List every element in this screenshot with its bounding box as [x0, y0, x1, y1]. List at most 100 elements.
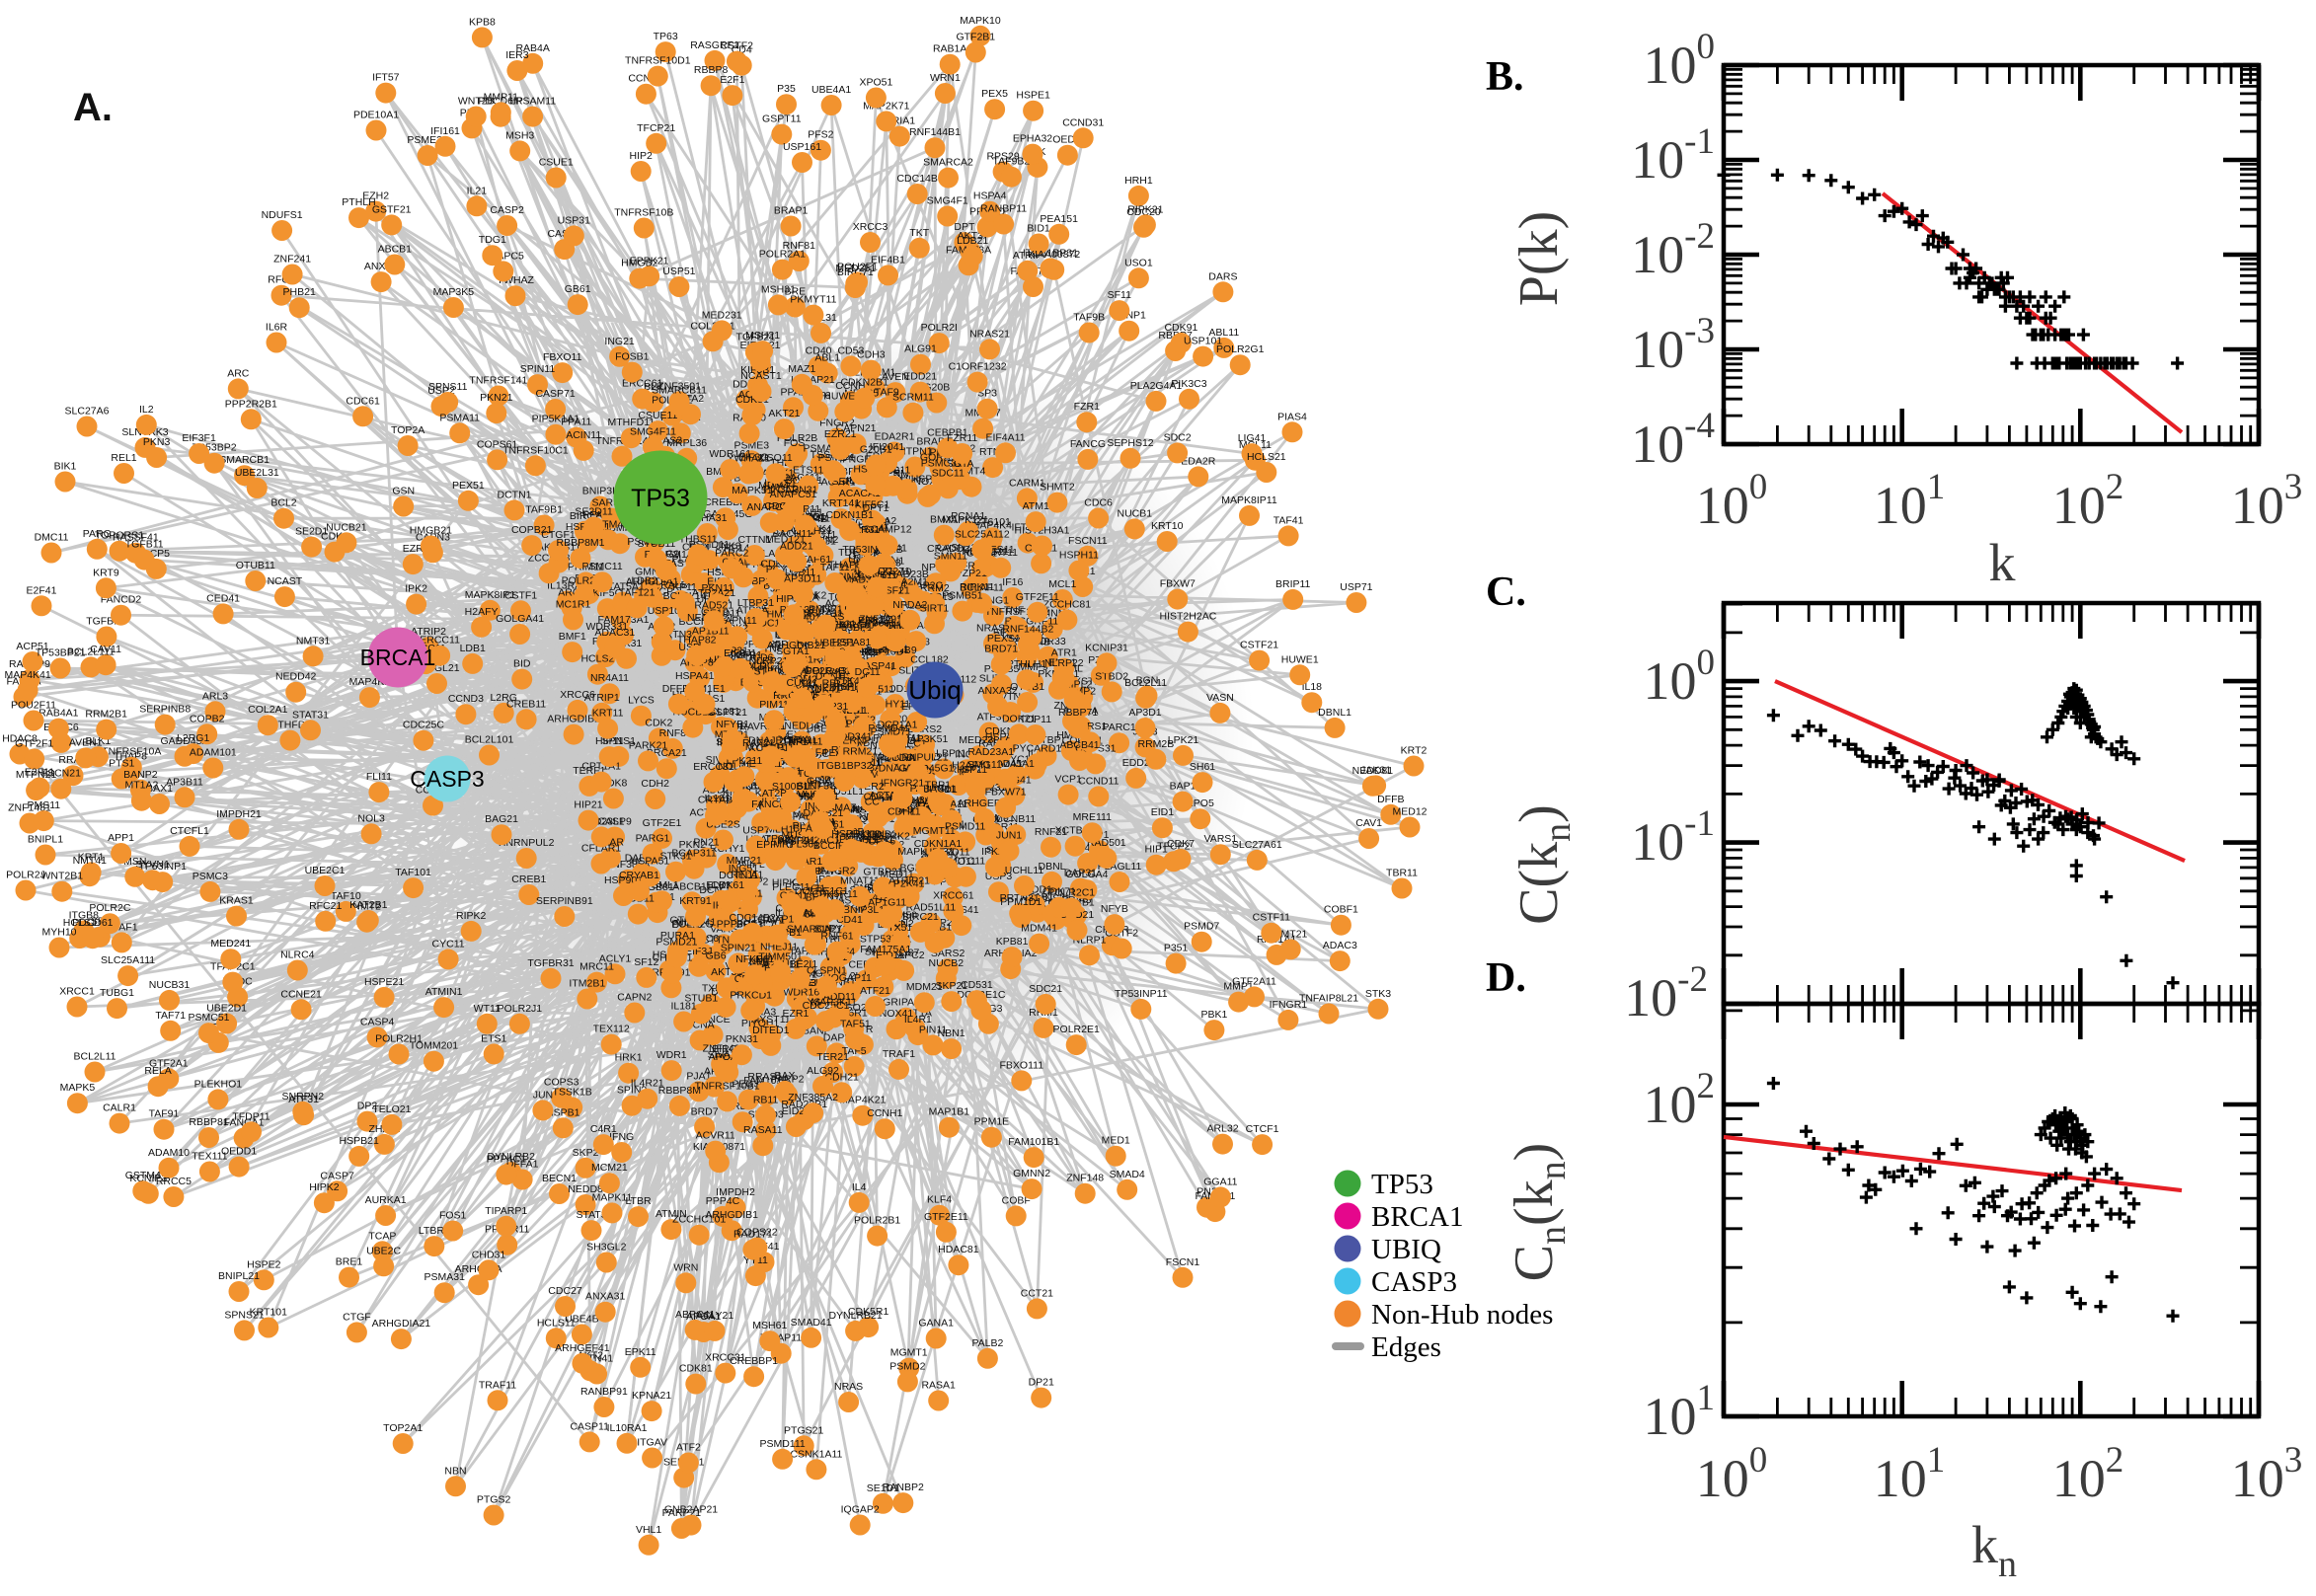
svg-text:WDR16: WDR16: [783, 986, 819, 998]
svg-text:TUBG1: TUBG1: [100, 987, 134, 999]
svg-text:IL4: IL4: [852, 1181, 867, 1193]
svg-text:LTBR: LTBR: [625, 1195, 651, 1207]
svg-text:HSPA1L: HSPA1L: [779, 734, 818, 746]
svg-text:RBBP8M1: RBBP8M1: [556, 537, 604, 549]
svg-text:GMNN2: GMNN2: [1013, 1168, 1050, 1179]
svg-text:IL2: IL2: [139, 404, 154, 416]
svg-text:IL4R21: IL4R21: [631, 1078, 664, 1090]
svg-text:POLR2I: POLR2I: [921, 322, 958, 334]
svg-text:TNFRSF10B1: TNFRSF10B1: [695, 1080, 760, 1092]
svg-text:AP3D1: AP3D1: [1128, 707, 1161, 719]
svg-text:BRE1: BRE1: [336, 1256, 363, 1268]
svg-text:GOLGA4: GOLGA4: [1065, 869, 1108, 880]
svg-text:L2RG: L2RG: [490, 692, 516, 704]
svg-text:SIRT1: SIRT1: [920, 602, 950, 614]
svg-text:PARK21: PARK21: [629, 739, 668, 751]
svg-text:CHD31: CHD31: [472, 1249, 506, 1260]
svg-text:IFNG: IFNG: [609, 1131, 634, 1143]
svg-text:HDAC81: HDAC81: [938, 1244, 979, 1255]
svg-text:ARC: ARC: [227, 367, 250, 379]
svg-text:TP63: TP63: [654, 31, 678, 42]
svg-text:ATRIP21: ATRIP21: [888, 875, 930, 887]
svg-text:RRM2B: RRM2B: [1138, 738, 1175, 750]
svg-text:TSSK1B: TSSK1B: [553, 1087, 592, 1099]
svg-text:FOS: FOS: [784, 437, 806, 449]
svg-text:NDUFS1: NDUFS1: [262, 209, 303, 221]
svg-text:WRN: WRN: [673, 1261, 698, 1273]
svg-text:ACVR11: ACVR11: [696, 1130, 735, 1142]
svg-text:LDB2: LDB2: [631, 574, 656, 586]
svg-text:EID1: EID1: [1151, 806, 1175, 818]
svg-text:IFNGR1: IFNGR1: [1270, 999, 1308, 1011]
svg-text:PKN2: PKN2: [679, 839, 707, 851]
svg-text:ATMIN: ATMIN: [656, 1208, 687, 1220]
svg-text:E2F11: E2F11: [25, 767, 54, 779]
svg-text:LYCS: LYCS: [628, 695, 655, 707]
svg-text:DBNL: DBNL: [1038, 861, 1065, 873]
svg-text:AKT21: AKT21: [768, 408, 800, 419]
svg-text:CAV1: CAV1: [1355, 817, 1382, 829]
svg-text:XRCC3: XRCC3: [853, 221, 888, 233]
svg-text:FAM175A1: FAM175A1: [860, 944, 911, 955]
svg-text:POLR2C1: POLR2C1: [1047, 887, 1095, 899]
svg-text:POLR2G1: POLR2G1: [1216, 343, 1265, 355]
svg-text:PIP5K1A1: PIP5K1A1: [532, 414, 580, 425]
svg-text:TNFRSF10D1: TNFRSF10D1: [625, 55, 691, 67]
svg-text:BRIP11: BRIP11: [1275, 578, 1311, 590]
svg-text:UBE2L31: UBE2L31: [235, 467, 279, 479]
svg-text:LRSAM11: LRSAM11: [509, 96, 556, 108]
svg-text:KIAA00872: KIAA00872: [1028, 249, 1080, 261]
svg-text:PARG: PARG: [83, 528, 112, 540]
svg-text:AP3D11: AP3D11: [784, 573, 821, 585]
svg-text:KRT2: KRT2: [1401, 745, 1428, 757]
svg-text:IER3: IER3: [505, 49, 529, 61]
svg-text:TNFRSF10C1: TNFRSF10C1: [502, 444, 569, 456]
svg-text:ETS1: ETS1: [481, 1032, 506, 1044]
svg-text:CSTF11: CSTF11: [1253, 912, 1290, 924]
svg-text:EIF4B1: EIF4B1: [871, 254, 905, 266]
svg-text:KRT101: KRT101: [250, 1307, 287, 1319]
svg-text:ADAC31: ADAC31: [594, 627, 635, 639]
svg-text:PKMYT11: PKMYT11: [790, 294, 836, 306]
svg-text:COPS3: COPS3: [544, 1077, 579, 1089]
svg-text:SE2D1: SE2D1: [295, 526, 328, 538]
svg-text:FZR1: FZR1: [1074, 401, 1100, 413]
svg-text:ARHGDIB2: ARHGDIB2: [547, 714, 600, 725]
svg-text:AKT3: AKT3: [958, 230, 983, 242]
svg-text:ETS11: ETS11: [793, 465, 823, 477]
svg-text:CASP3: CASP3: [1371, 1266, 1457, 1298]
svg-text:MGMT1: MGMT1: [890, 1347, 928, 1359]
svg-text:ADAC3: ADAC3: [1323, 940, 1357, 951]
svg-text:AP1G11: AP1G11: [868, 897, 906, 909]
svg-text:RBBP8M: RBBP8M: [658, 1085, 701, 1097]
svg-text:RIPK2: RIPK2: [456, 910, 487, 922]
svg-text:FAM101B1: FAM101B1: [1008, 1136, 1059, 1148]
svg-text:DAP3: DAP3: [823, 1031, 851, 1043]
svg-text:FOSB1: FOSB1: [615, 351, 650, 363]
svg-text:SKP21: SKP21: [935, 980, 967, 992]
svg-text:GSN: GSN: [392, 486, 415, 497]
svg-text:USO1: USO1: [1124, 257, 1153, 268]
svg-text:BNIP3L: BNIP3L: [582, 486, 618, 497]
svg-text:SPIN11: SPIN11: [520, 363, 556, 375]
svg-text:BRE: BRE: [785, 286, 807, 298]
svg-text:ALG92: ALG92: [807, 1065, 839, 1077]
svg-text:CUL11: CUL11: [787, 677, 818, 689]
svg-text:TAF121: TAF121: [619, 586, 656, 598]
svg-text:HDAC8: HDAC8: [2, 733, 38, 745]
svg-text:RNF8: RNF8: [659, 727, 687, 739]
svg-text:C4R1: C4R1: [590, 1123, 617, 1135]
svg-text:MAPK11: MAPK11: [592, 1191, 633, 1203]
svg-text:FANCG: FANCG: [1070, 438, 1106, 450]
svg-text:NUCB21: NUCB21: [326, 521, 367, 533]
svg-text:IQGAP2: IQGAP2: [841, 1504, 880, 1516]
svg-text:H2AFY: H2AFY: [465, 606, 499, 618]
svg-text:POLR2B1: POLR2B1: [854, 1215, 900, 1227]
svg-text:TOP11: TOP11: [1020, 714, 1051, 725]
svg-text:CDK81: CDK81: [679, 1363, 713, 1375]
svg-text:PSMA3: PSMA3: [803, 443, 838, 455]
svg-text:MED251: MED251: [835, 263, 876, 274]
svg-text:C(kn): C(kn): [1508, 804, 1579, 925]
svg-text:RANBP11: RANBP11: [980, 203, 1027, 215]
svg-text:KAT2B: KAT2B: [755, 788, 787, 799]
